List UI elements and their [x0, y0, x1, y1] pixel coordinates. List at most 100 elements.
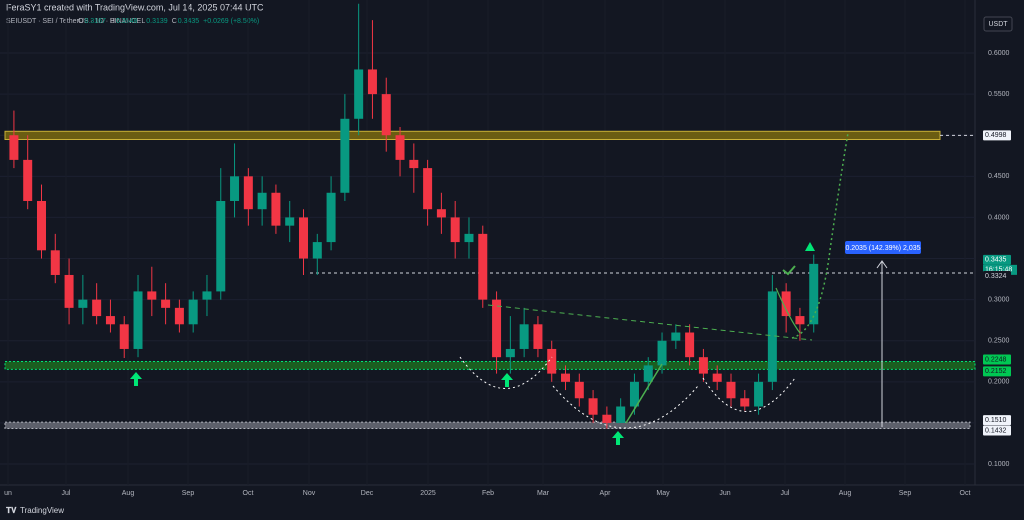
currency-button[interactable]	[983, 16, 1013, 32]
candle-body	[574, 381, 584, 399]
candle-body	[188, 299, 198, 325]
candle-body	[312, 242, 322, 259]
y-tick-label: 0.2500	[988, 338, 1010, 345]
candle-body	[519, 324, 529, 349]
candle-body	[478, 233, 488, 300]
y-tick-label: 0.5500	[988, 91, 1010, 98]
price-tag-label: 0.4998	[985, 132, 1007, 139]
brand: 𝐓𝐕	[6, 506, 17, 515]
candle-body	[9, 135, 19, 160]
candle-body	[505, 348, 515, 358]
ohlc-item: C	[172, 18, 177, 25]
ohlc-item: 0.3167	[84, 18, 106, 25]
ohlc-item: H	[110, 18, 115, 25]
candle-body	[698, 357, 708, 374]
ohlc-item: L	[141, 18, 145, 25]
x-tick-label: Oct	[960, 490, 971, 497]
candle-body	[685, 332, 695, 358]
candle-body	[230, 176, 240, 201]
x-tick-label: Jun	[719, 490, 730, 497]
price-tag-label: 0.1510	[985, 417, 1007, 424]
candle-body	[92, 299, 102, 317]
symbol: SEIUSDT · SEI / TetherUS · 1D · BINANCE	[6, 18, 141, 25]
check	[782, 265, 796, 276]
ohlc-item: O	[78, 18, 84, 25]
resistance-zone	[4, 130, 941, 140]
brand: TradingView	[20, 506, 64, 515]
ohlc-item: 0.3435	[178, 18, 200, 25]
x-tick-label: Aug	[839, 490, 852, 497]
arc	[552, 385, 699, 429]
candle-body	[409, 159, 419, 169]
candle-body	[174, 307, 184, 325]
candle-body	[450, 217, 460, 243]
y-tick-label: 0.3000	[988, 296, 1010, 303]
x-tick-label: Feb	[482, 490, 494, 497]
candle-body	[616, 406, 626, 423]
ohlc-item: +0.0269 (+8.50%)	[203, 18, 259, 25]
candle-body	[285, 217, 295, 226]
zone	[4, 360, 976, 370]
candle-body	[50, 250, 60, 275]
x-tick-label: Nov	[303, 490, 316, 497]
candle-body	[602, 414, 612, 423]
footer	[0, 504, 1024, 520]
candle-body	[767, 291, 777, 382]
candle-body	[533, 324, 543, 349]
y-tick-label: 0.4000	[988, 214, 1010, 221]
x-tick-label: Dec	[361, 490, 374, 497]
candle-body	[671, 332, 681, 341]
candle-body	[547, 348, 557, 374]
y-tick-label: 0.2000	[988, 379, 1010, 386]
arc	[459, 356, 553, 389]
trendline	[487, 304, 813, 341]
price-tag	[983, 425, 1011, 436]
candle-body	[436, 209, 446, 218]
candle-body	[588, 398, 598, 415]
candle-body	[367, 69, 377, 95]
price-tag	[983, 366, 1011, 377]
x-tick-label: 2025	[420, 490, 436, 497]
trendline	[775, 287, 801, 334]
candle-body	[202, 291, 212, 300]
candle-body	[119, 324, 129, 349]
countdown: 16:15:48	[985, 267, 1012, 274]
x-tick-label: Sep	[899, 490, 912, 497]
price-tag	[983, 130, 1011, 141]
price-tag-label: 0.3435	[985, 257, 1007, 264]
candle-body	[809, 263, 819, 325]
candle-body	[629, 381, 639, 407]
candle-body	[243, 176, 253, 210]
candle-body	[712, 373, 722, 382]
candle-body	[133, 291, 143, 349]
x-tick-label: Jul	[62, 490, 71, 497]
measure-label: 0.2035 (142.39%) 2,035	[845, 245, 920, 252]
ohlc-item: 0.3548	[116, 18, 138, 25]
candle-body	[36, 200, 46, 251]
candle-body	[395, 135, 405, 160]
x-tick-label: Jul	[781, 490, 790, 497]
candle-body	[64, 274, 74, 308]
arc	[702, 377, 796, 412]
price-tag-label: 0.1432	[985, 427, 1007, 434]
price-tag-label: 0.2152	[985, 368, 1007, 375]
triangle	[805, 242, 815, 251]
candle-body	[78, 299, 88, 308]
x-tick-label: Mar	[537, 490, 550, 497]
zone	[4, 421, 971, 430]
measure-arrow	[876, 260, 888, 269]
x-tick-label: Apr	[600, 490, 612, 497]
credit: FeraSY1 created with TradingView.com, Ju…	[6, 2, 264, 12]
candle-body	[464, 233, 474, 243]
candle-body	[105, 316, 115, 325]
arrow	[130, 372, 142, 386]
arrows	[130, 242, 815, 445]
candle-body	[643, 365, 653, 382]
candle-body	[271, 192, 281, 226]
candle-body	[299, 217, 308, 259]
x-tick-label: un	[4, 490, 12, 497]
currency[interactable]: USDT	[988, 21, 1008, 28]
